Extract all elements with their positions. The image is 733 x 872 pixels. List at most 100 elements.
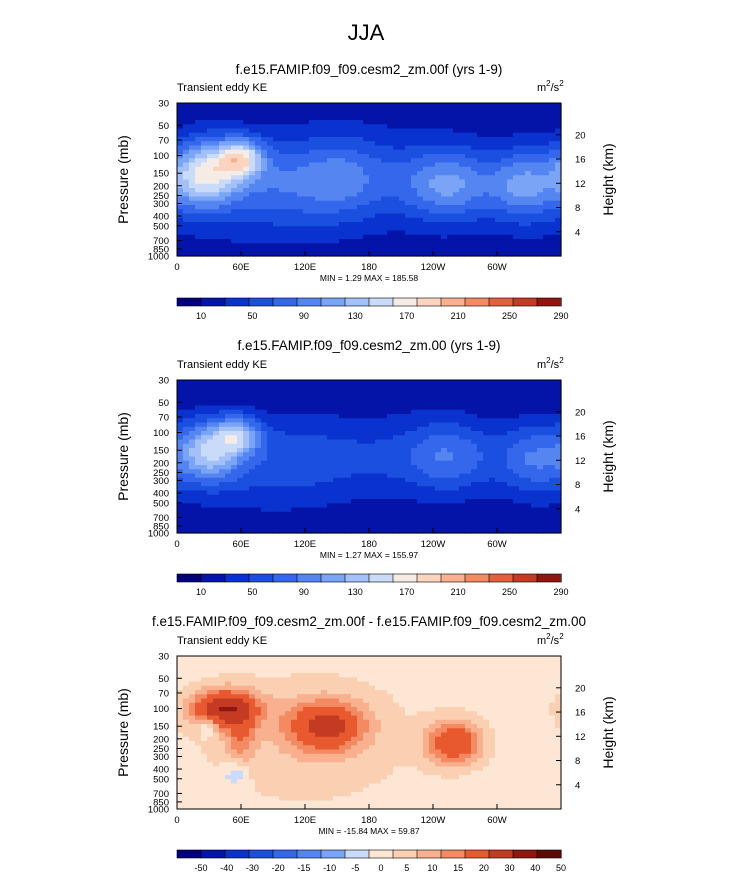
contour-cell	[225, 422, 232, 428]
contour-cell	[405, 188, 412, 193]
contour-cell	[507, 439, 514, 445]
contour-cell	[177, 247, 184, 253]
contour-cell	[483, 196, 490, 202]
contour-cell	[405, 226, 412, 232]
contour-cell	[477, 179, 484, 185]
contour-cell	[357, 460, 364, 466]
contour-cell	[231, 137, 238, 142]
contour-cell	[207, 435, 214, 441]
contour-cell	[201, 205, 208, 210]
contour-cell	[309, 414, 316, 419]
contour-cell	[201, 192, 208, 198]
contour-cell	[495, 192, 502, 198]
contour-cell	[519, 226, 526, 232]
contour-cell	[399, 656, 406, 661]
contour-cell	[411, 234, 418, 240]
contour-cell	[489, 217, 496, 223]
contour-cell	[519, 213, 526, 219]
contour-cell	[225, 200, 232, 206]
contour-cell	[393, 239, 400, 244]
colorbar-swatch	[440, 573, 466, 583]
contour-cell	[237, 524, 244, 530]
contour-cell	[501, 664, 508, 670]
contour-cell	[285, 141, 292, 147]
contour-cell	[207, 192, 214, 198]
contour-cell	[549, 120, 556, 125]
contour-cell	[261, 503, 268, 509]
contour-cell	[471, 524, 478, 530]
contour-cell	[183, 132, 190, 138]
contour-cell	[495, 401, 502, 407]
contour-cell	[399, 507, 406, 513]
contour-cell	[555, 175, 562, 181]
contour-cell	[303, 499, 310, 504]
contour-cell	[453, 188, 460, 193]
contour-cell	[495, 660, 502, 666]
contour-cell	[345, 431, 352, 436]
contour-cell	[465, 145, 472, 151]
contour-cell	[303, 145, 310, 151]
contour-cell	[225, 251, 232, 257]
contour-cell	[315, 490, 322, 496]
contour-cell	[489, 230, 496, 236]
contour-cell	[387, 384, 394, 390]
contour-cell	[423, 507, 430, 513]
contour-cell	[507, 435, 514, 441]
contour-cell	[357, 511, 364, 517]
contour-cell	[273, 128, 280, 134]
contour-cell	[351, 524, 358, 530]
height-tick-label: 16	[575, 432, 586, 443]
contour-cell	[549, 656, 556, 661]
contour-cell	[453, 247, 460, 253]
contour-cell	[351, 188, 358, 193]
contour-cell	[189, 392, 196, 398]
contour-cell	[273, 439, 280, 445]
contour-cell	[465, 183, 472, 189]
contour-cell	[243, 158, 250, 164]
contour-cell	[339, 162, 346, 168]
contour-cell	[219, 209, 226, 215]
contour-cell	[513, 477, 520, 483]
contour-cell	[399, 183, 406, 189]
contour-cell	[501, 234, 508, 240]
contour-cell	[285, 414, 292, 419]
contour-cell	[483, 482, 490, 487]
contour-cell	[177, 158, 184, 164]
contour-cell	[309, 162, 316, 168]
contour-cell	[543, 179, 550, 185]
contour-cell	[327, 448, 334, 453]
contour-cell	[201, 107, 208, 113]
contour-cell	[537, 230, 544, 236]
contour-cell	[339, 158, 346, 164]
contour-cell	[555, 188, 562, 193]
contour-cell	[249, 380, 256, 385]
contour-cell	[291, 494, 298, 500]
contour-cell	[549, 171, 556, 176]
contour-cell	[255, 243, 262, 249]
contour-cell	[207, 456, 214, 462]
contour-cell	[219, 494, 226, 500]
contour-cell	[345, 656, 352, 661]
contour-cell	[201, 154, 208, 159]
contour-cell	[423, 171, 430, 176]
contour-cell	[459, 247, 466, 253]
contour-cell	[207, 128, 214, 134]
contour-cell	[429, 439, 436, 445]
contour-cell	[465, 243, 472, 249]
contour-cell	[219, 188, 226, 193]
contour-cell	[393, 405, 400, 411]
contour-cell	[267, 507, 274, 513]
contour-cell	[405, 217, 412, 223]
contour-cell	[333, 205, 340, 210]
contour-cell	[285, 251, 292, 257]
contour-cell	[327, 405, 334, 411]
contour-cell	[231, 431, 238, 436]
contour-cell	[321, 226, 328, 232]
contour-cell	[429, 503, 436, 509]
contour-cell	[423, 188, 430, 193]
contour-cell	[489, 414, 496, 419]
contour-cell	[459, 213, 466, 219]
contour-cell	[231, 107, 238, 113]
y-axis-label: Pressure (mb)	[115, 135, 131, 224]
contour-cell	[183, 179, 190, 185]
